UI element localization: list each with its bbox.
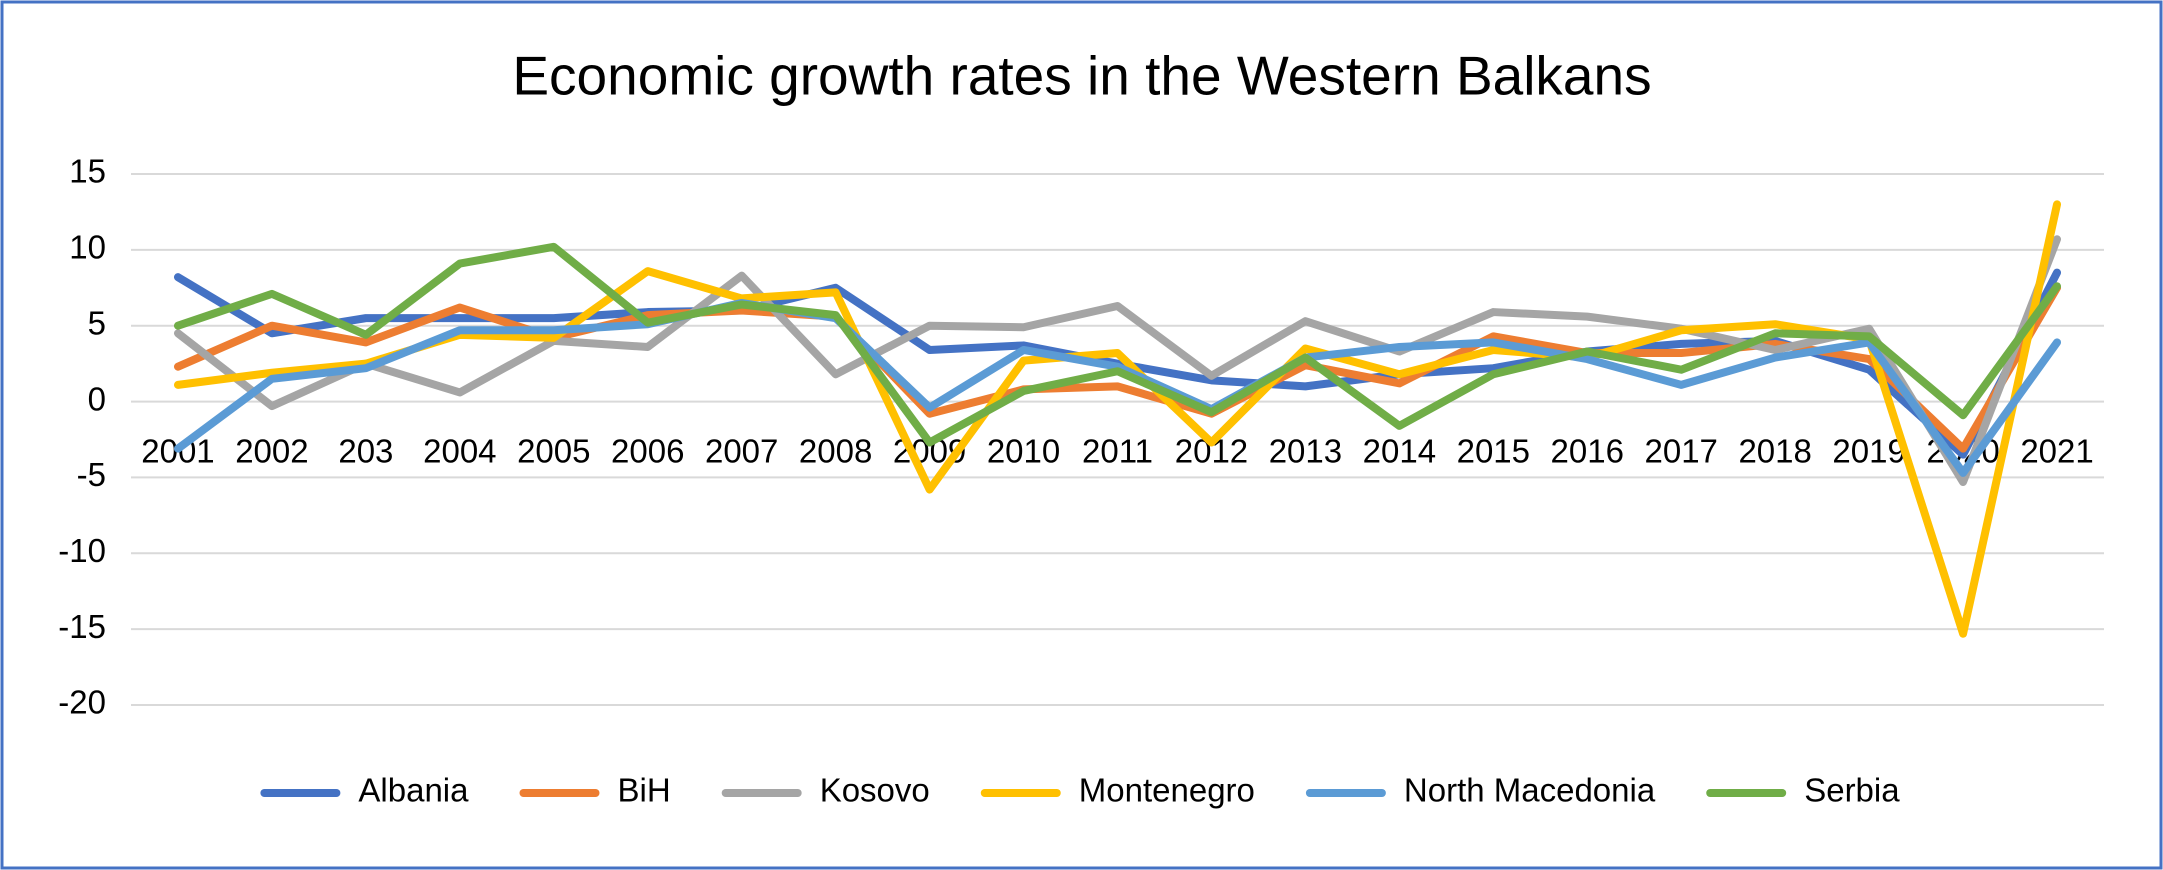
legend-label: North Macedonia <box>1404 772 1656 809</box>
plot-area <box>173 200 2062 638</box>
x-tick-label: 2014 <box>1363 432 1436 469</box>
x-tick-label: 2007 <box>705 432 778 469</box>
x-tick-label: 203 <box>338 432 393 469</box>
y-tick-label: 0 <box>88 380 106 417</box>
x-tick-label: 2019 <box>1832 432 1905 469</box>
x-tick-label: 2011 <box>1082 432 1153 469</box>
x-tick-label: 2021 <box>2020 432 2093 469</box>
y-tick-label: -20 <box>58 684 106 721</box>
series-line <box>173 298 2062 477</box>
x-tick-label: 2004 <box>423 432 496 469</box>
x-tick-label: 2018 <box>1738 432 1811 469</box>
x-tick-label: 2016 <box>1551 432 1624 469</box>
y-tick-label: -10 <box>58 532 106 569</box>
y-tick-label: -15 <box>58 608 106 645</box>
x-tick-label: 2013 <box>1269 432 1342 469</box>
legend-label: Serbia <box>1804 772 1900 809</box>
y-tick-label: 10 <box>69 229 106 266</box>
x-tick-label: 2008 <box>799 432 872 469</box>
legend-label: Albania <box>358 772 469 809</box>
x-tick-label: 2010 <box>987 432 1060 469</box>
legend-label: Kosovo <box>820 772 930 809</box>
x-tick-label: 2006 <box>611 432 684 469</box>
x-tick-label: 2017 <box>1645 432 1718 469</box>
x-tick-label: 2015 <box>1457 432 1530 469</box>
y-tick-label: -5 <box>77 456 106 493</box>
legend: Albania BiH Kosovo Montenegro North Macedoni… <box>260 772 1900 809</box>
x-tick-label: 2005 <box>517 432 590 469</box>
legend-label: BiH <box>618 772 671 809</box>
series-line <box>173 242 2062 447</box>
chart-title: Economic growth rates in the Western Bal… <box>512 45 1651 107</box>
y-tick-label: 15 <box>69 153 106 190</box>
x-tick-label: 2002 <box>235 432 308 469</box>
y-tick-label: 5 <box>88 304 106 341</box>
series-line <box>173 200 2062 638</box>
legend-label: Montenegro <box>1079 772 1255 809</box>
